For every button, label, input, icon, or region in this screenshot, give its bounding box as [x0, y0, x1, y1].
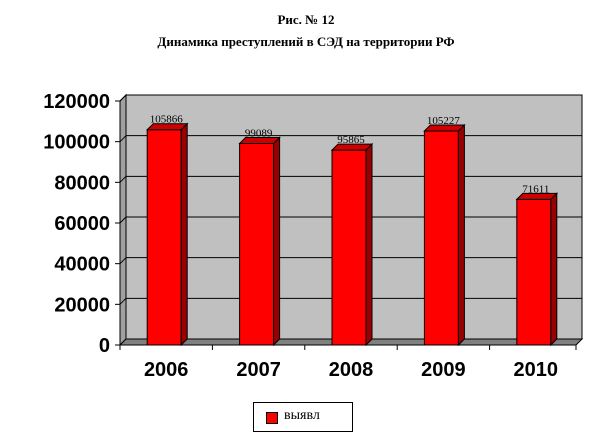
data-labels: 105866 99089 95865 105227 71611: [150, 114, 550, 196]
gridline-depth: [119, 257, 127, 265]
legend: выявл: [253, 402, 353, 432]
bar-top: [145, 123, 189, 131]
gridline-depth: [119, 297, 127, 305]
x-tick-label: 2006: [144, 359, 189, 381]
y-tick-label: 20000: [54, 294, 110, 316]
data-label: 71611: [522, 183, 549, 195]
legend-label: выявл: [284, 408, 320, 423]
data-label: 105866: [150, 114, 184, 126]
bar-side: [457, 123, 465, 347]
gridline-depth: [119, 216, 127, 224]
bar-side: [273, 136, 281, 347]
y-tick-label: 80000: [54, 172, 110, 194]
bar: [516, 198, 552, 346]
figure-number: Рис. № 12: [277, 12, 335, 27]
gridline-depth: [119, 94, 127, 102]
x-tick-label: 2007: [236, 359, 281, 381]
chart-title: Динамика преступлений в СЭД на территори…: [157, 34, 455, 49]
bar-top: [330, 143, 374, 151]
axes: 0 20000 40000 60000 80000 100000 120000 2006 200…: [43, 91, 577, 381]
bar: [146, 129, 182, 346]
gridline-depth: [119, 175, 127, 183]
gridline-depth: [119, 135, 127, 143]
bar-top: [423, 124, 466, 132]
bar-top: [238, 137, 281, 145]
bar-side: [550, 192, 558, 347]
y-tick-label: 0: [99, 335, 110, 357]
data-label: 95865: [337, 134, 365, 146]
bar-top: [515, 192, 559, 200]
y-tick-label: 100000: [43, 132, 110, 154]
bar-side: [180, 122, 188, 347]
y-tick-label: 120000: [43, 91, 110, 113]
y-tick-label: 60000: [54, 213, 110, 235]
y-tick-label: 40000: [54, 254, 110, 276]
bar: [331, 149, 367, 346]
bar-side: [365, 142, 373, 347]
x-tick-label: 2009: [421, 359, 466, 381]
bar: [423, 130, 459, 346]
data-label: 105227: [427, 115, 461, 127]
x-tick-label: 2008: [329, 359, 374, 381]
bar: [239, 143, 275, 346]
x-tick-label: 2010: [514, 359, 559, 381]
legend-swatch: [266, 412, 278, 424]
data-label: 99089: [245, 128, 273, 140]
